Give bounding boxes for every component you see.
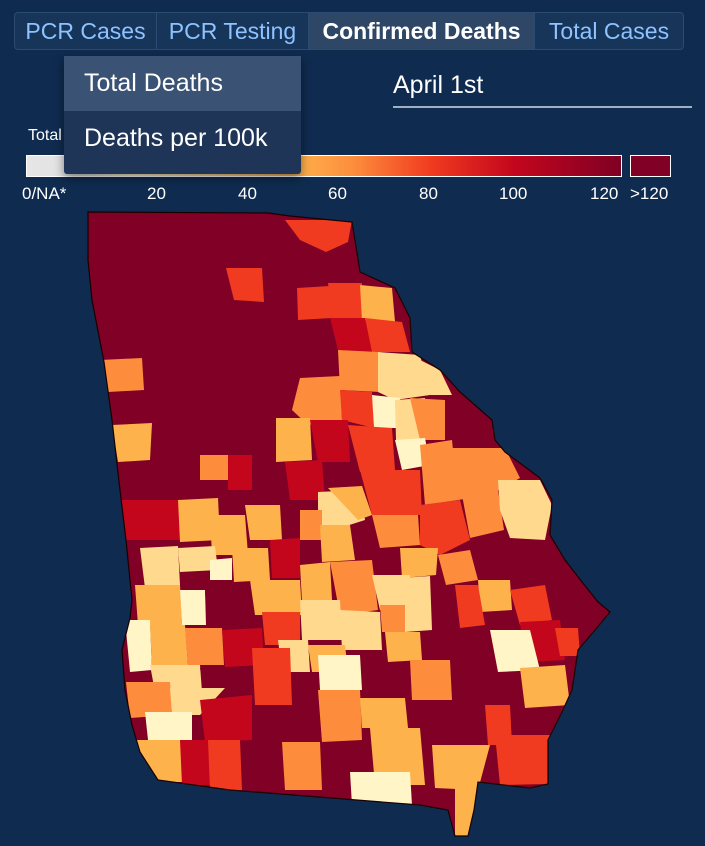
georgia-county-map: [87, 211, 611, 837]
legend-tick: 100: [499, 184, 528, 203]
tab-confirmed-deaths[interactable]: Confirmed Deaths: [309, 13, 535, 49]
legend-overflow-label: >120: [630, 184, 669, 203]
tab-total-cases[interactable]: Total Cases: [548, 18, 670, 44]
menu-item-total-deaths[interactable]: Total Deaths: [64, 56, 301, 111]
tab-pcr-cases[interactable]: PCR Cases: [15, 13, 157, 49]
metric-dropdown-menu: Total Deaths Deaths per 100k: [64, 56, 301, 174]
legend-tick: 20: [147, 184, 166, 203]
legend-tick: 0/NA*: [22, 184, 67, 203]
tab-pcr-testing[interactable]: PCR Testing: [157, 13, 309, 49]
date-selector[interactable]: April 1st: [393, 68, 692, 108]
legend-overflow-swatch: [630, 155, 671, 177]
legend-tick: 40: [238, 184, 257, 203]
legend-tick: 120: [590, 184, 619, 203]
legend-title: Total: [28, 127, 62, 144]
legend-tick: 60: [328, 184, 347, 203]
legend-tick: 80: [419, 184, 438, 203]
metric-tabs: PCR Cases PCR Testing Confirmed Deaths T…: [14, 12, 684, 50]
menu-item-deaths-per-100k[interactable]: Deaths per 100k: [84, 124, 268, 152]
